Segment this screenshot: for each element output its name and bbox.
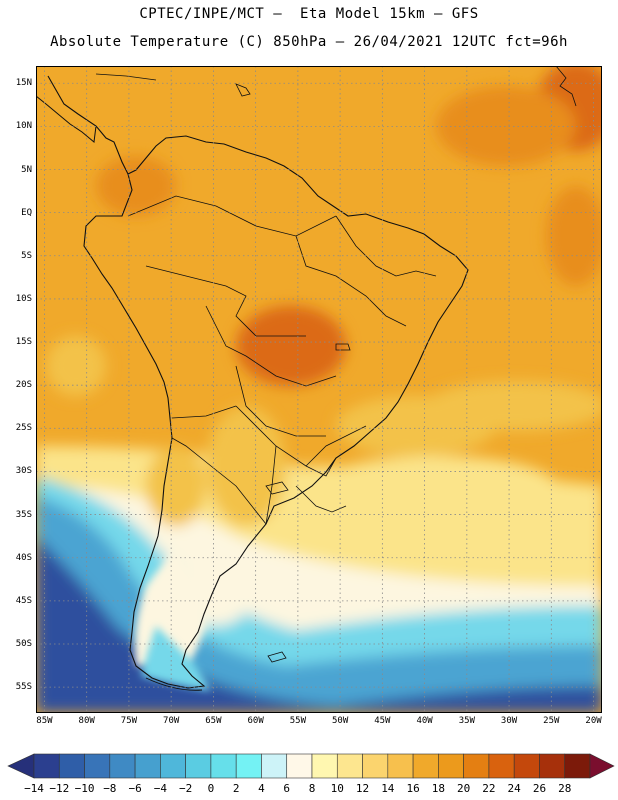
- lon-tick-label: 55W: [289, 716, 307, 726]
- lon-tick-label: 65W: [205, 716, 222, 726]
- colorbar-swatch: [33, 753, 60, 779]
- colorbar-label: 8: [309, 782, 316, 795]
- lon-tick-label: 20W: [585, 716, 602, 726]
- lon-tick-label: 50W: [331, 716, 349, 726]
- map-subtitle: Absolute Temperature (C) 850hPa – 26/04/…: [50, 34, 568, 50]
- latitude-axis: 15N 10N 5N EQ 5S 10S 15S 20S 25S 30S 35S 40S 45S 50S 5…: [0, 66, 34, 713]
- colorbar-swatch: [539, 753, 566, 779]
- map-frame: [36, 66, 602, 713]
- colorbar-swatch: [286, 753, 313, 779]
- colorbar-max-arrow: [589, 753, 615, 779]
- colorbar-label: −6: [128, 782, 141, 795]
- lon-tick-label: 85W: [36, 716, 53, 726]
- colorbar-label: 20: [457, 782, 470, 795]
- colorbar-swatch: [210, 753, 237, 779]
- colorbar-swatch: [488, 753, 515, 779]
- lat-tick-label: 45S: [15, 595, 32, 606]
- colorbar-label: 2: [233, 782, 240, 795]
- lon-tick-label: 45W: [374, 716, 391, 726]
- lat-tick-label: 5N: [21, 164, 32, 175]
- colorbar-label: 16: [406, 782, 419, 795]
- colorbar-swatch: [564, 753, 591, 779]
- colorbar-label: 26: [533, 782, 546, 795]
- colorbar-label: 22: [482, 782, 495, 795]
- colorbar-swatch: [336, 753, 363, 779]
- lat-tick-label: 50S: [15, 638, 32, 649]
- colorbar-swatch: [84, 753, 111, 779]
- lat-tick-label: 25S: [15, 423, 32, 434]
- coastline: [47, 75, 469, 689]
- lon-tick-label: 70W: [163, 716, 180, 726]
- lat-tick-label: EQ: [21, 207, 32, 218]
- lat-tick-label: 20S: [15, 380, 32, 391]
- colorbar-swatch: [311, 753, 338, 779]
- colorbar-swatch: [134, 753, 161, 779]
- colorbar-label: −2: [179, 782, 192, 795]
- lat-tick-label: 30S: [15, 466, 32, 477]
- colorbar-swatch: [362, 753, 389, 779]
- colorbar-swatch: [463, 753, 490, 779]
- lat-tick-label: 55S: [15, 682, 32, 693]
- lat-tick-label: 10N: [15, 121, 32, 132]
- colorbar-labels: −14 −12 −10 −8 −6 −4 −2 0 2 4 6 8 10 12 14 16 18 20 22 24 26…: [24, 782, 571, 795]
- colorbar-swatch: [513, 753, 540, 779]
- colorbar-min-arrow: [7, 753, 35, 779]
- lat-tick-label: 15N: [15, 78, 32, 89]
- colorbar-label: 28: [558, 782, 571, 795]
- longitude-axis: 85W 80W 75W 70W 65W 60W 55W 50W 45W 40W 35W 30W 25W 2…: [36, 715, 602, 729]
- lon-tick-label: 75W: [120, 716, 138, 726]
- lon-tick-label: 40W: [416, 716, 433, 726]
- lon-tick-label: 25W: [543, 716, 560, 726]
- colorbar: −14 −12 −10 −8 −6 −4 −2 0 2 4 6 8 10 12 14 16 18 20 22 24 26…: [7, 753, 615, 795]
- colorbar-label: −10: [75, 782, 95, 795]
- colorbar-swatches: [7, 753, 615, 779]
- lon-tick-label: 80W: [78, 716, 95, 726]
- colorbar-label: 10: [331, 782, 344, 795]
- colorbar-label: 14: [381, 782, 395, 795]
- lat-tick-label: 5S: [21, 250, 32, 261]
- colorbar-swatch: [235, 753, 262, 779]
- colorbar-swatch: [387, 753, 414, 779]
- colorbar-swatch: [109, 753, 136, 779]
- colorbar-swatch: [438, 753, 464, 779]
- colorbar-label: −4: [154, 782, 168, 795]
- colorbar-label: −14: [24, 782, 44, 795]
- lon-tick-label: 60W: [247, 716, 264, 726]
- colorbar-label: 4: [258, 782, 265, 795]
- colorbar-label: −8: [103, 782, 116, 795]
- colorbar-swatch: [160, 753, 186, 779]
- lat-tick-label: 10S: [15, 293, 32, 304]
- colorbar-label: 12: [356, 782, 369, 795]
- colorbar-swatch: [58, 753, 85, 779]
- colorbar-swatch: [261, 753, 288, 779]
- colorbar-label: 24: [508, 782, 522, 795]
- lon-tick-label: 35W: [458, 716, 475, 726]
- temperature-map: [36, 66, 602, 713]
- lon-tick-label: 30W: [500, 716, 518, 726]
- colorbar-label: 0: [208, 782, 215, 795]
- lat-tick-label: 35S: [15, 509, 32, 520]
- colorbar-label: 18: [432, 782, 445, 795]
- lat-tick-label: 15S: [15, 337, 32, 348]
- colorbar-label: 6: [283, 782, 290, 795]
- colorbar-label: −12: [49, 782, 69, 795]
- lat-tick-label: 40S: [15, 552, 32, 563]
- colorbar-swatch: [185, 753, 212, 779]
- map-title: CPTEC/INPE/MCT – Eta Model 15km – GFS: [139, 6, 479, 22]
- colorbar-swatch: [412, 753, 439, 779]
